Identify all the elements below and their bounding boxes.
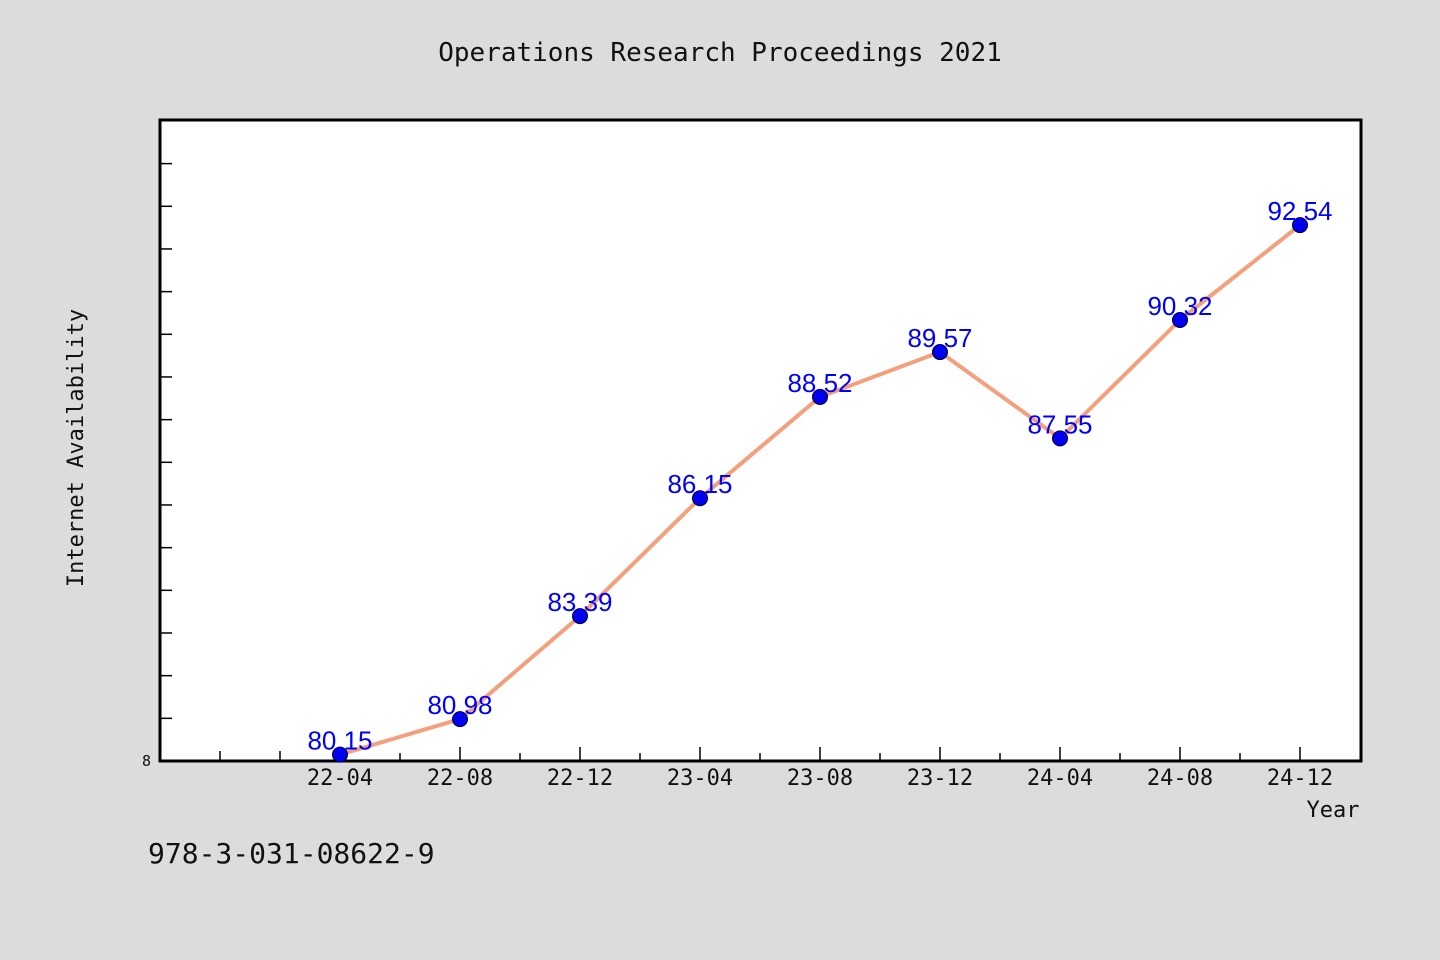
x-tick-label: 23-08 xyxy=(787,766,853,791)
x-tick-label: 22-08 xyxy=(427,766,493,791)
data-point-label: 86.15 xyxy=(667,469,732,499)
data-point-label: 88.52 xyxy=(787,368,852,398)
data-point-label: 89.57 xyxy=(907,323,972,353)
x-tick-label: 23-04 xyxy=(667,766,733,791)
data-point-marker xyxy=(332,746,348,763)
y-axis-title: Internet Availability xyxy=(64,309,89,587)
x-axis-ticks: 22-04 22-08 22-12 23-04 23-08 23-12 24-04 24-08… xyxy=(219,747,1333,791)
x-tick-label: 23-12 xyxy=(907,766,973,791)
data-point-marker xyxy=(452,711,468,728)
data-point-label: 80.15 xyxy=(307,726,372,756)
data-point-label: 92.54 xyxy=(1267,196,1332,226)
x-axis-title: Year xyxy=(1307,798,1360,823)
y-origin-tick-label: 8 xyxy=(142,752,151,770)
data-point-label: 87.55 xyxy=(1027,409,1092,439)
data-point-marker xyxy=(572,608,588,625)
data-point-marker xyxy=(1292,217,1308,234)
x-tick-label: 24-08 xyxy=(1147,766,1213,791)
data-point-label: 83.39 xyxy=(547,587,612,617)
data-labels: 80.15 80.98 83.39 86.15 88.52 89.57 87.55 90.32… xyxy=(307,196,1332,755)
plot-area xyxy=(158,118,1363,763)
data-point-marker xyxy=(1172,311,1188,328)
data-point-marker xyxy=(812,388,828,405)
data-point-marker xyxy=(1052,430,1068,447)
x-tick-label: 24-12 xyxy=(1267,766,1333,791)
data-point-label: 90.32 xyxy=(1147,291,1212,321)
x-tick-label: 24-04 xyxy=(1027,766,1093,791)
data-point-label: 80.98 xyxy=(427,690,492,720)
x-tick-label: 22-04 xyxy=(307,766,373,791)
data-markers xyxy=(332,217,1308,763)
data-point-marker xyxy=(932,344,948,361)
y-axis-ticks xyxy=(160,162,172,720)
data-point-marker xyxy=(692,490,708,507)
isbn-footer: 978-3-031-08622-9 xyxy=(148,837,435,870)
x-tick-label: 22-12 xyxy=(547,766,613,791)
chart-title: Operations Research Proceedings 2021 xyxy=(438,38,1002,68)
